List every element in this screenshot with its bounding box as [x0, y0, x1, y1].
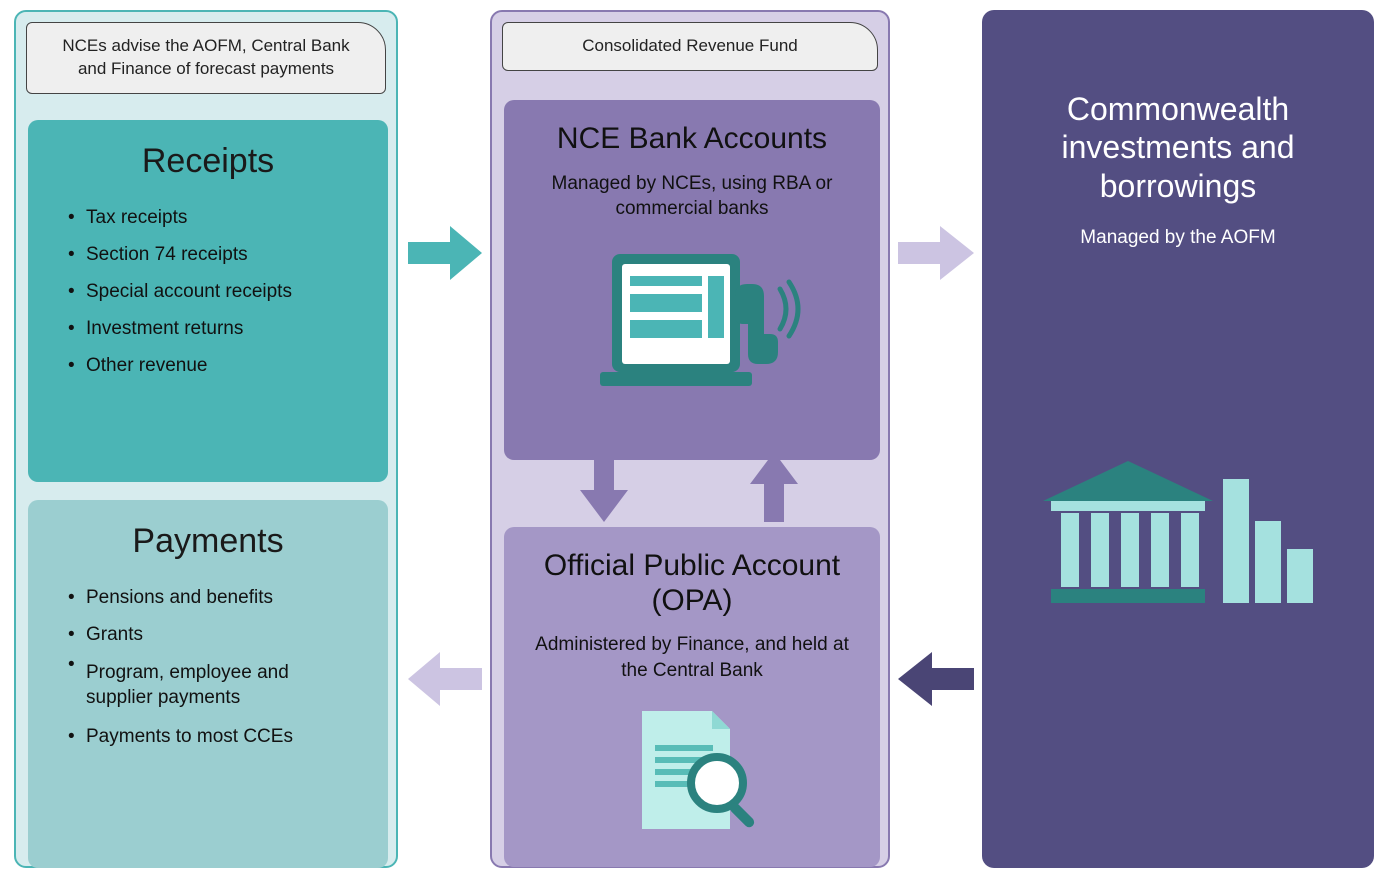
commonwealth-subtitle: Managed by the AOFM: [982, 227, 1374, 249]
list-item: Other revenue: [68, 347, 360, 384]
arrow-opa-to-payments: [408, 652, 482, 706]
payments-list: Pensions and benefits Grants Program, em…: [56, 579, 360, 756]
payments-box: Payments Pensions and benefits Grants Pr…: [28, 500, 388, 868]
list-item: Pensions and benefits: [68, 579, 360, 616]
nce-accounts-box: NCE Bank Accounts Managed by NCEs, using…: [504, 100, 880, 460]
document-magnifier-icon: [532, 703, 852, 843]
laptop-phone-icon: [532, 244, 852, 394]
column1-tab-label: NCEs advise the AOFM, Central Bank and F…: [62, 36, 349, 78]
list-item: Special account receipts: [68, 273, 360, 310]
cash-management-diagram: NCEs advise the AOFM, Central Bank and F…: [0, 0, 1392, 878]
arrow-opa-to-nce: [750, 452, 798, 522]
opa-subtitle: Administered by Finance, and held at the…: [532, 632, 852, 683]
nce-subtitle: Managed by NCEs, using RBA or commercial…: [532, 171, 852, 222]
arrow-commonwealth-to-opa: [898, 652, 974, 706]
column-nces: NCEs advise the AOFM, Central Bank and F…: [14, 10, 398, 868]
column1-tab-header: NCEs advise the AOFM, Central Bank and F…: [26, 22, 386, 94]
commonwealth-title: Commonwealth investments and borrowings: [982, 10, 1374, 205]
column2-tab-label: Consolidated Revenue Fund: [582, 36, 797, 55]
receipts-title: Receipts: [56, 142, 360, 181]
receipts-box: Receipts Tax receipts Section 74 receipt…: [28, 120, 388, 482]
receipts-list: Tax receipts Section 74 receipts Special…: [56, 199, 360, 384]
arrow-nce-to-commonwealth: [898, 226, 974, 280]
list-item: Investment returns: [68, 310, 360, 347]
nce-title: NCE Bank Accounts: [532, 122, 852, 157]
payments-title: Payments: [56, 522, 360, 561]
column-crf: Consolidated Revenue Fund NCE Bank Accou…: [490, 10, 890, 868]
arrow-nce-to-opa: [580, 452, 628, 522]
list-item: Section 74 receipts: [68, 236, 360, 273]
bank-chart-icon: [982, 449, 1374, 619]
opa-title: Official Public Account (OPA): [532, 549, 852, 618]
list-item: Payments to most CCEs: [68, 718, 360, 755]
list-item: Grants: [68, 616, 360, 653]
opa-box: Official Public Account (OPA) Administer…: [504, 527, 880, 867]
list-item: Program, employee and supplier payments: [68, 653, 360, 718]
column-commonwealth: Commonwealth investments and borrowings …: [982, 10, 1374, 868]
list-item: Tax receipts: [68, 199, 360, 236]
arrow-receipts-to-nce: [408, 226, 482, 280]
column2-tab-header: Consolidated Revenue Fund: [502, 22, 878, 71]
